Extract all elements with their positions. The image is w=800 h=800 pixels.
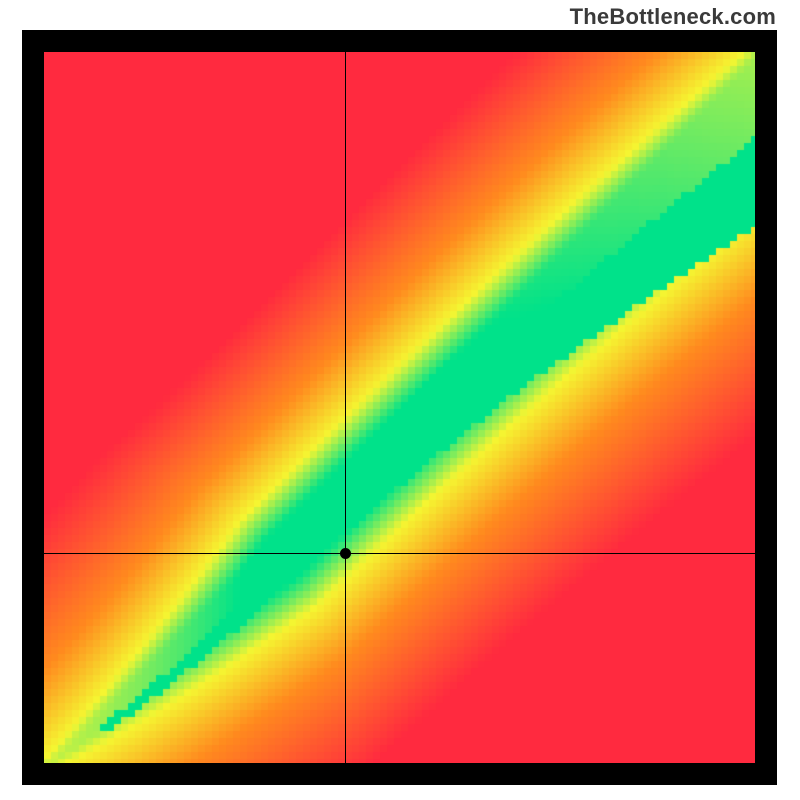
chart-container: TheBottleneck.com <box>0 0 800 800</box>
plot-area <box>44 52 755 763</box>
heatmap-canvas <box>44 52 755 763</box>
marker-dot <box>340 548 351 559</box>
watermark-text: TheBottleneck.com <box>570 4 776 30</box>
crosshair-vertical <box>345 52 346 763</box>
crosshair-horizontal <box>44 553 755 554</box>
plot-frame <box>22 30 777 785</box>
